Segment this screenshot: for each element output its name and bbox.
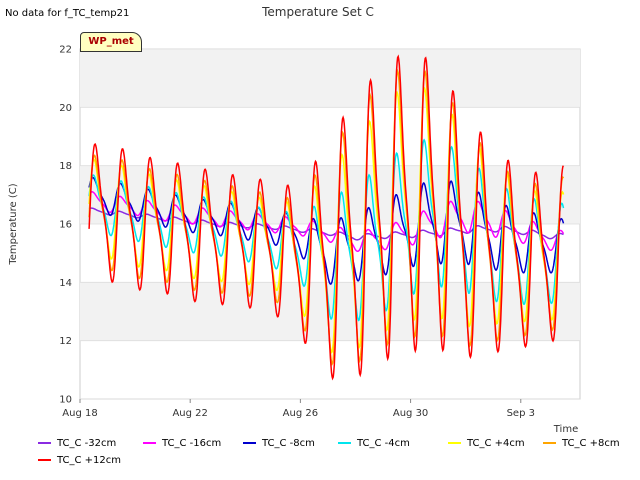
legend-item: TC_C -16cm xyxy=(143,437,221,451)
legend-swatch xyxy=(448,442,461,444)
legend-swatch xyxy=(543,442,556,444)
legend-item: TC_C +8cm xyxy=(543,437,620,451)
chart-title: Temperature Set C xyxy=(261,5,374,19)
legend-label: TC_C -16cm xyxy=(162,438,222,449)
legend-item: TC_C -4cm xyxy=(338,437,410,451)
legend-label: TC_C -4cm xyxy=(357,438,410,449)
legend-swatch xyxy=(243,442,256,444)
legend-item: TC_C -8cm xyxy=(243,437,315,451)
y-tick-label: 22 xyxy=(59,45,72,56)
legend-item: TC_C -32cm xyxy=(38,437,116,451)
site-badge: WP_met xyxy=(80,32,142,52)
x-tick-label: Aug 26 xyxy=(283,408,318,419)
x-tick-label: Aug 30 xyxy=(393,408,428,419)
legend-item: TC_C +4cm xyxy=(448,437,525,451)
y-tick-label: 10 xyxy=(59,395,72,406)
no-data-message: No data for f_TC_temp21 xyxy=(5,8,130,19)
legend-item: TC_C +12cm xyxy=(38,454,121,468)
y-tick-label: 18 xyxy=(59,161,72,172)
legend-swatch xyxy=(38,442,51,444)
x-tick-label: Aug 18 xyxy=(62,408,97,419)
x-tick-label: Aug 22 xyxy=(172,408,207,419)
y-axis-label: Temperature (C) xyxy=(8,183,19,265)
legend-swatch xyxy=(338,442,351,444)
series-line xyxy=(88,176,565,285)
y-tick-label: 20 xyxy=(59,103,72,114)
y-tick-label: 16 xyxy=(59,220,72,231)
legend-label: TC_C +4cm xyxy=(467,438,525,449)
y-tick-label: 14 xyxy=(59,278,72,289)
legend-swatch xyxy=(38,459,51,461)
grid-band xyxy=(80,165,580,224)
legend-label: TC_C -32cm xyxy=(57,438,117,449)
legend-label: TC_C +8cm xyxy=(562,438,620,449)
legend-swatch xyxy=(143,442,156,444)
grid-band xyxy=(80,49,580,108)
series-line xyxy=(88,54,565,381)
x-axis-label: Time xyxy=(553,424,578,435)
x-tick-label: Sep 3 xyxy=(507,408,535,419)
legend-label: TC_C +12cm xyxy=(57,455,122,466)
legend-label: TC_C -8cm xyxy=(262,438,315,449)
y-tick-label: 12 xyxy=(59,336,72,347)
